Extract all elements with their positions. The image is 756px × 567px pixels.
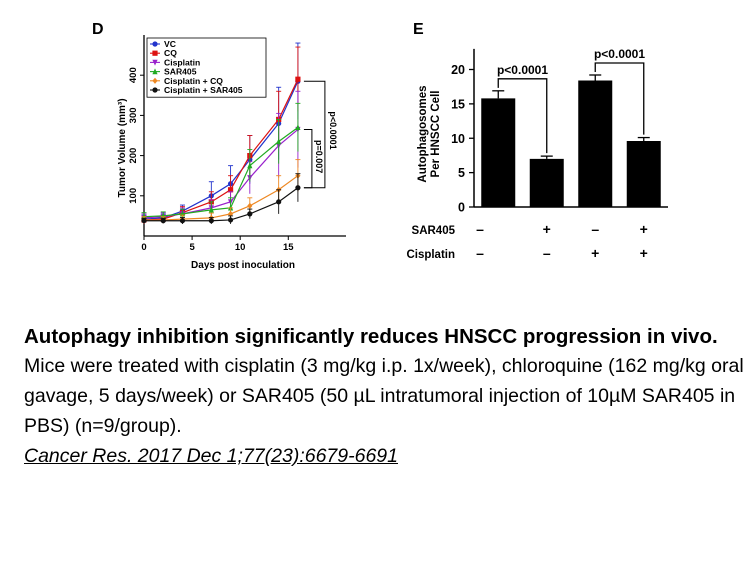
panel-d-point <box>160 218 166 224</box>
panel-d-x-tick-label: 10 <box>235 242 246 253</box>
panel-d-legend-label: VC <box>164 39 176 49</box>
panel-e-bracket <box>594 62 645 135</box>
panel-e-y-axis-label-line: Per HNSCC Cell <box>430 91 442 178</box>
panel-d-bracket <box>303 80 326 189</box>
panel-d-series-line <box>144 187 299 222</box>
panel-d-point <box>247 202 253 209</box>
panel-d-point <box>208 218 214 224</box>
panel-d-legend-box <box>146 37 267 98</box>
panel-e-y-tick-label: 5 <box>458 166 465 180</box>
panel-e-condition-sign: + <box>640 245 648 261</box>
panel-d-point <box>208 206 214 213</box>
panel-d-legend-label: Cisplatin + SAR405 <box>164 85 243 95</box>
panel-d-x-axis-label: Days post inoculation <box>191 260 295 271</box>
panel-e-bar <box>626 141 661 207</box>
panel-d-point <box>276 199 282 205</box>
panel-d-x-tick-label: 15 <box>283 242 294 253</box>
panel-e-condition-sign: + <box>640 221 648 237</box>
panel-e-p-value: p<0.0001 <box>497 63 548 77</box>
panel-e-condition-sign: – <box>591 221 599 237</box>
panel-d-x-tick-label: 5 <box>189 242 195 253</box>
panel-d-series-line <box>143 129 299 219</box>
panel-d-point <box>247 162 253 169</box>
panel-d-p-value: p=0.007 <box>314 140 324 173</box>
panel-d-y-tick-label: 100 <box>128 188 139 204</box>
panel-d-point <box>247 211 253 217</box>
panel-d-annotations: p<0.0001 p=0.007 <box>303 80 338 189</box>
panel-e-y-axis-label-line: Autophagosomes <box>417 85 429 182</box>
panel-e-bar <box>529 158 564 207</box>
panel-d-y-tick-label: 400 <box>128 67 139 83</box>
panel-e-condition-label: Cisplatin <box>406 249 455 261</box>
panel-e-bar <box>481 98 516 207</box>
panel-d-series-3 <box>141 102 301 221</box>
panel-d-point <box>227 217 234 223</box>
panel-d-legend-label: Cisplatin + CQ <box>164 76 223 86</box>
panel-d-point <box>227 210 234 217</box>
panel-e-bar <box>578 80 613 207</box>
panel-d-label: D <box>92 21 104 38</box>
panel-d-point <box>295 76 301 82</box>
panel-e-condition-label: SAR405 <box>412 225 456 237</box>
panel-e-condition-sign: – <box>476 245 484 261</box>
panel-d-series <box>141 42 301 224</box>
panel-e-y-tick-label: 10 <box>451 132 465 146</box>
panel-d-point <box>152 50 158 56</box>
panel-d-point <box>152 87 158 93</box>
panel-d-point <box>227 187 234 193</box>
panel-d-point <box>152 77 158 84</box>
panel-e-bracket <box>497 78 548 154</box>
panel-d-legend-label: SAR405 <box>164 67 197 77</box>
panel-e-y-axis-label: AutophagosomesPer HNSCC Cell <box>417 85 442 182</box>
caption-title: Autophagy inhibition significantly reduc… <box>24 325 718 348</box>
panel-e-y-tick-label: 0 <box>458 201 465 215</box>
panel-e-condition-table: SAR405 – + – + Cisplatin – – + + <box>406 221 647 261</box>
panel-d-point <box>152 68 158 75</box>
panel-e-annotations: p<0.0001 p<0.0001 <box>497 47 645 154</box>
panel-d-series-line <box>143 126 299 218</box>
panel-d-p-value: p<0.0001 <box>328 111 338 149</box>
panel-e-condition-sign: – <box>543 245 551 261</box>
panel-d-y-tick-label: 200 <box>128 148 139 164</box>
panel-d-y-tick-label: 300 <box>128 107 139 123</box>
panel-d-point <box>152 59 158 66</box>
panel-d-series-5 <box>141 173 301 224</box>
panel-d-axes: 0 5 10 15 100 200 300 400 <box>128 35 346 253</box>
panel-d-legend-label: Cisplatin <box>164 57 200 67</box>
panel-d-point <box>152 41 158 47</box>
panel-e-y-tick-label: 20 <box>451 63 465 77</box>
citation-link[interactable]: Cancer Res. 2017 Dec 1;77(23):6679-6691 <box>24 445 398 467</box>
panel-e-y-tick-label: 15 <box>451 97 465 111</box>
panel-d-legend-label: CQ <box>164 48 177 58</box>
caption-body: Mice were treated with cisplatin (3 mg/k… <box>24 355 744 437</box>
panel-d-point <box>276 138 282 145</box>
panel-d-bracket <box>303 128 313 189</box>
panel-d-point <box>141 218 147 224</box>
panel-d-line-chart: D 0 5 10 15 100 200 300 400 VCCQCisplatinSAR405… <box>92 21 346 271</box>
panel-d-point <box>295 185 301 191</box>
panel-e-bar-chart: E 0 5 10 15 20 p<0.0001 p<0.0001 SAR405 – + – + Ci… <box>406 21 668 261</box>
panel-d-point <box>295 124 301 131</box>
panel-d-series-line <box>144 175 299 221</box>
panel-e-condition-sign: + <box>543 221 551 237</box>
panel-e-bars <box>481 74 661 207</box>
panel-e-label: E <box>413 21 424 38</box>
figure-caption: Autophagy inhibition significantly reduc… <box>24 322 749 471</box>
panel-e-condition-sign: – <box>476 221 484 237</box>
panel-d-x-tick-label: 0 <box>141 242 146 253</box>
panel-e-condition-sign: + <box>591 245 599 261</box>
panel-e-p-value: p<0.0001 <box>594 47 645 61</box>
panel-d-point <box>179 218 186 224</box>
panel-d-series-line <box>143 78 299 221</box>
panel-d-y-axis-label: Tumor Volume (mm³) <box>117 98 128 197</box>
